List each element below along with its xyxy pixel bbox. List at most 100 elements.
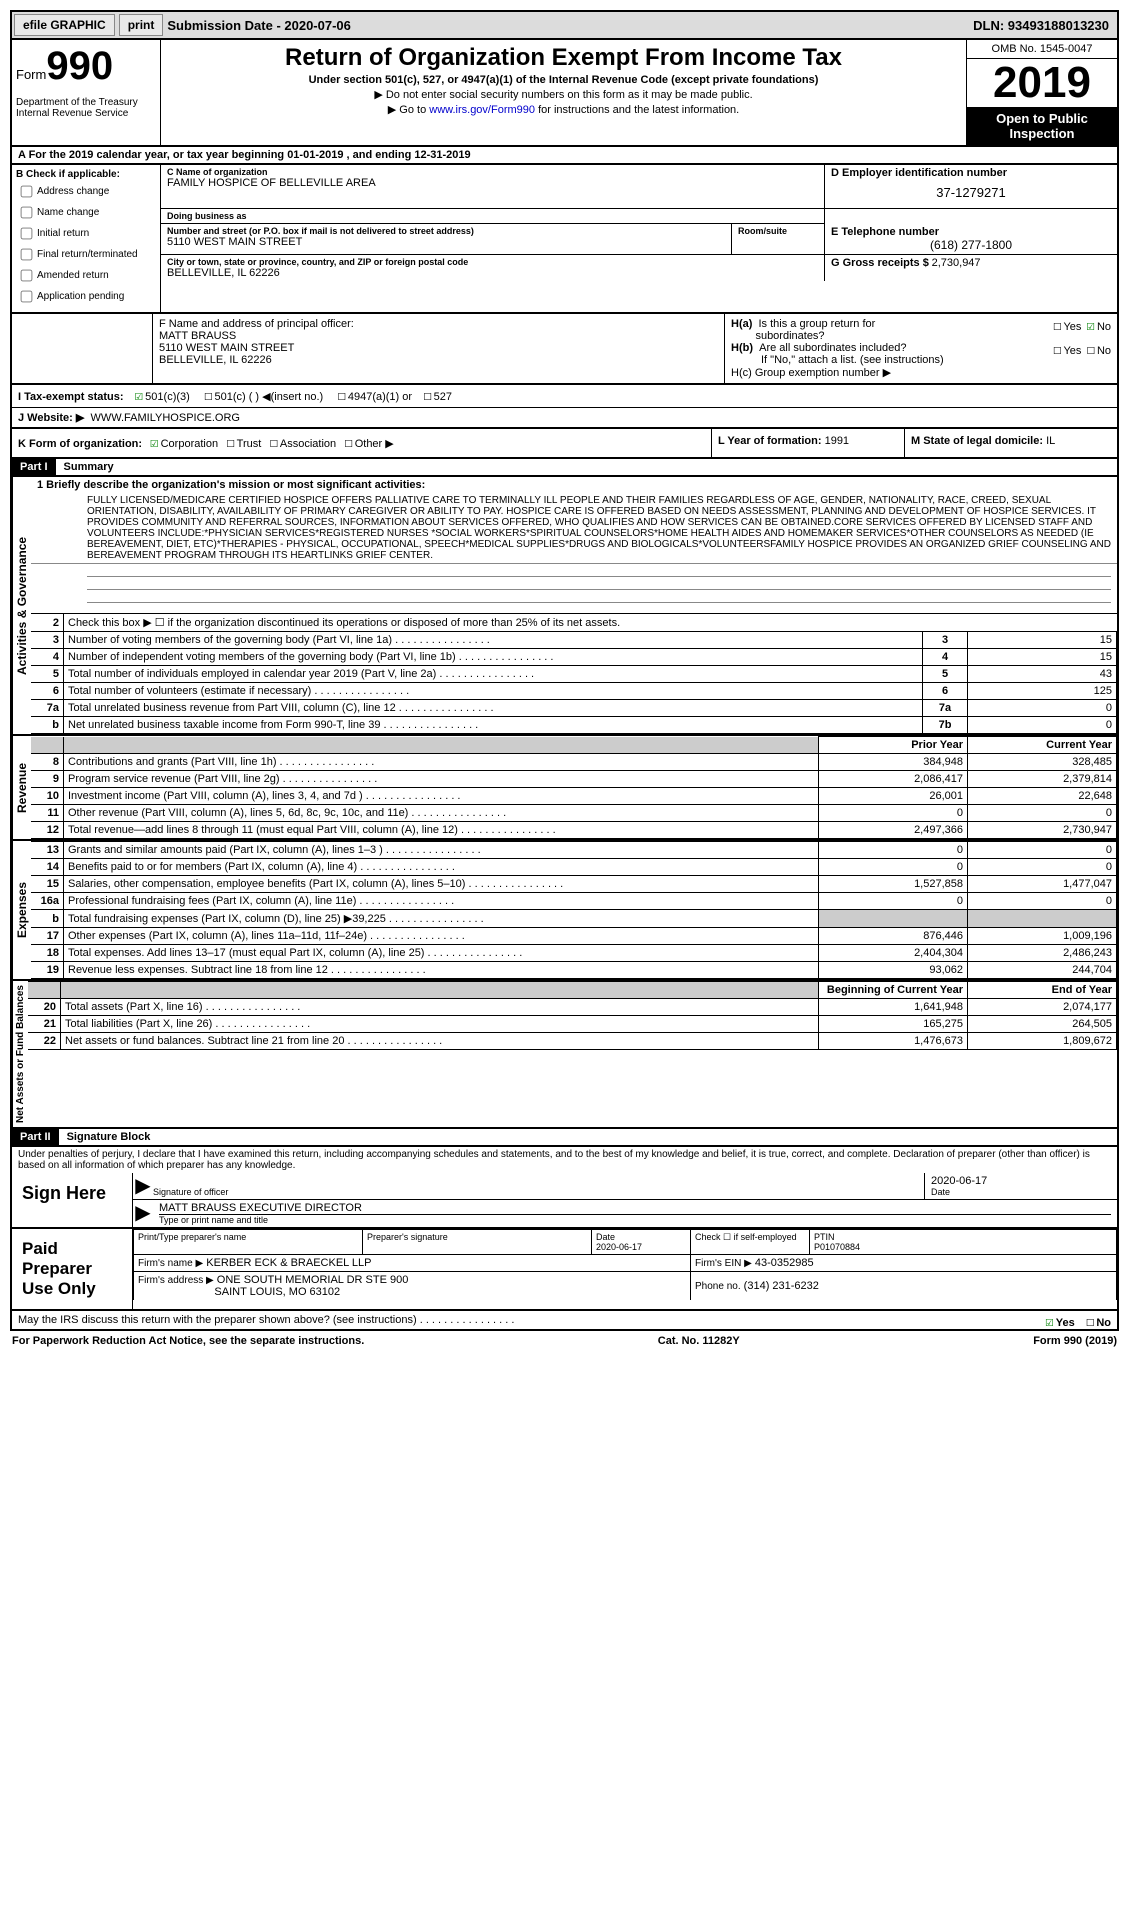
chk-application-pending[interactable]: Application pending: [16, 287, 156, 306]
k-assoc-checkbox[interactable]: [267, 437, 279, 450]
table-row: 18Total expenses. Add lines 13–17 (must …: [31, 945, 1117, 962]
top-toolbar: efile GRAPHIC print Submission Date - 20…: [10, 10, 1119, 40]
prep-ptin: P01070884: [814, 1242, 860, 1252]
k-trust-checkbox[interactable]: [224, 437, 236, 450]
efile-label: efile GRAPHIC: [14, 14, 115, 36]
f-name: MATT BRAUSS: [159, 330, 718, 342]
subtitle-3: ▶ Go to www.irs.gov/Form990 for instruct…: [169, 103, 958, 116]
table-row: 2Check this box ▶ ☐ if the organization …: [31, 614, 1117, 632]
omb-number: OMB No. 1545-0047: [967, 40, 1117, 59]
c-name-value: FAMILY HOSPICE OF BELLEVILLE AREA: [167, 177, 818, 189]
subtitle-2: ▶ Do not enter social security numbers o…: [169, 88, 958, 101]
current-year-header: Current Year: [968, 737, 1117, 754]
footer-mid: Cat. No. 11282Y: [658, 1335, 740, 1347]
prep-date: 2020-06-17: [596, 1242, 642, 1252]
sig-officer-label: Signature of officer: [153, 1173, 924, 1200]
l-label: L Year of formation:: [718, 435, 822, 447]
net-assets-label: Net Assets or Fund Balances: [12, 981, 28, 1127]
chk-amended-return[interactable]: Amended return: [16, 266, 156, 285]
net-assets-block: Net Assets or Fund Balances Beginning of…: [10, 981, 1119, 1129]
i-501c-checkbox[interactable]: [202, 390, 214, 403]
ha-yes-checkbox[interactable]: [1051, 320, 1063, 333]
h-c-row: H(c) Group exemption number ▶: [731, 366, 1111, 379]
table-row: 7aTotal unrelated business revenue from …: [31, 700, 1117, 717]
l-value: 1991: [825, 435, 849, 447]
prior-year-header: Prior Year: [819, 737, 968, 754]
i-527-checkbox[interactable]: [421, 390, 433, 403]
revenue-label: Revenue: [12, 736, 31, 839]
table-row: 4Number of independent voting members of…: [31, 649, 1117, 666]
prep-sig-label: Preparer's signature: [363, 1230, 592, 1255]
table-row: 14Benefits paid to or for members (Part …: [31, 859, 1117, 876]
open-public-2: Inspection: [969, 126, 1115, 141]
e-phone-label: E Telephone number: [831, 226, 1111, 238]
table-row: 17Other expenses (Part IX, column (A), l…: [31, 928, 1117, 945]
c-room-label: Room/suite: [738, 226, 818, 236]
prep-name-label: Print/Type preparer's name: [134, 1230, 363, 1255]
page-footer: For Paperwork Reduction Act Notice, see …: [10, 1331, 1119, 1351]
h-a-row: H(a) Is this a group return for Yes No s…: [731, 318, 1111, 342]
preparer-table: Print/Type preparer's name Preparer's si…: [133, 1229, 1117, 1300]
chk-final-return[interactable]: Final return/terminated: [16, 245, 156, 264]
table-row: 19Revenue less expenses. Subtract line 1…: [31, 962, 1117, 979]
expenses-table: 13Grants and similar amounts paid (Part …: [31, 841, 1117, 979]
part-2-header: Part II Signature Block: [10, 1129, 1119, 1147]
discuss-no-checkbox[interactable]: [1084, 1316, 1096, 1329]
table-row: 16aProfessional fundraising fees (Part I…: [31, 893, 1117, 910]
arrow-icon: ▶: [133, 1173, 153, 1200]
sig-name-label: Type or print name and title: [159, 1215, 1111, 1225]
discuss-row: May the IRS discuss this return with the…: [10, 1311, 1119, 1331]
ha-no-checkbox[interactable]: [1085, 320, 1097, 333]
firm-addr2: SAINT LOUIS, MO 63102: [214, 1286, 340, 1298]
form-title: Return of Organization Exempt From Incom…: [169, 44, 958, 72]
g-gross-label: G Gross receipts $: [831, 257, 929, 269]
sign-here-block: Sign Here ▶ Signature of officer 2020-06…: [10, 1173, 1119, 1229]
revenue-table: Prior Year Current Year 8Contributions a…: [31, 736, 1117, 839]
c-addr-value: 5110 WEST MAIN STREET: [167, 236, 725, 248]
chk-initial-return[interactable]: Initial return: [16, 224, 156, 243]
paid-preparer-block: Paid Preparer Use Only Print/Type prepar…: [10, 1229, 1119, 1311]
expenses-label: Expenses: [12, 841, 31, 979]
section-b-through-g: B Check if applicable: Address change Na…: [10, 165, 1119, 314]
prep-selfemp-label: Check ☐ if self-employed: [691, 1230, 810, 1255]
chk-name-change[interactable]: Name change: [16, 203, 156, 222]
dept-treasury: Department of the Treasury: [16, 97, 156, 108]
table-row: bTotal fundraising expenses (Part IX, co…: [31, 910, 1117, 928]
i-label: I Tax-exempt status:: [18, 391, 124, 403]
irs-link[interactable]: www.irs.gov/Form990: [429, 104, 535, 116]
discuss-yes-checkbox[interactable]: [1043, 1316, 1055, 1329]
table-row: 12Total revenue—add lines 8 through 11 (…: [31, 822, 1117, 839]
mission-text: FULLY LICENSED/MEDICARE CERTIFIED HOSPIC…: [31, 493, 1117, 564]
c-addr-label: Number and street (or P.O. box if mail i…: [167, 226, 725, 236]
c-name-label: C Name of organization: [167, 167, 818, 177]
table-row: 21Total liabilities (Part X, line 26)165…: [28, 1016, 1117, 1033]
print-button[interactable]: print: [119, 14, 164, 36]
dln-number: DLN: 93493188013230: [973, 18, 1115, 33]
table-row: 22Net assets or fund balances. Subtract …: [28, 1033, 1117, 1050]
end-year-header: End of Year: [968, 982, 1117, 999]
chk-address-change[interactable]: Address change: [16, 182, 156, 201]
table-row: 10Investment income (Part VIII, column (…: [31, 788, 1117, 805]
section-i-j: I Tax-exempt status: 501(c)(3) 501(c) ( …: [10, 385, 1119, 429]
hb-yes-checkbox[interactable]: [1051, 344, 1063, 357]
f-addr2: BELLEVILLE, IL 62226: [159, 354, 718, 366]
governance-table: 2Check this box ▶ ☐ if the organization …: [31, 613, 1117, 734]
table-row: 9Program service revenue (Part VIII, lin…: [31, 771, 1117, 788]
i-4947-checkbox[interactable]: [335, 390, 347, 403]
f-label: F Name and address of principal officer:: [159, 318, 718, 330]
k-other-checkbox[interactable]: [342, 437, 354, 450]
sig-officer-name: MATT BRAUSS EXECUTIVE DIRECTOR: [159, 1202, 1111, 1215]
table-row: bNet unrelated business taxable income f…: [31, 717, 1117, 734]
firm-ein: 43-0352985: [755, 1257, 814, 1269]
part-1-title: Summary: [64, 461, 114, 473]
part-2-badge: Part II: [12, 1129, 59, 1145]
i-501c3-checkbox[interactable]: [133, 390, 145, 403]
tax-year: 2019: [967, 59, 1117, 107]
table-row: 3Number of voting members of the governi…: [31, 632, 1117, 649]
k-corp-checkbox[interactable]: [148, 437, 160, 450]
form-header: Form990 Department of the Treasury Inter…: [10, 40, 1119, 147]
e-phone-value: (618) 277-1800: [831, 238, 1111, 252]
part-1-badge: Part I: [12, 459, 56, 475]
firm-phone: (314) 231-6232: [744, 1280, 819, 1292]
hb-no-checkbox[interactable]: [1085, 344, 1097, 357]
